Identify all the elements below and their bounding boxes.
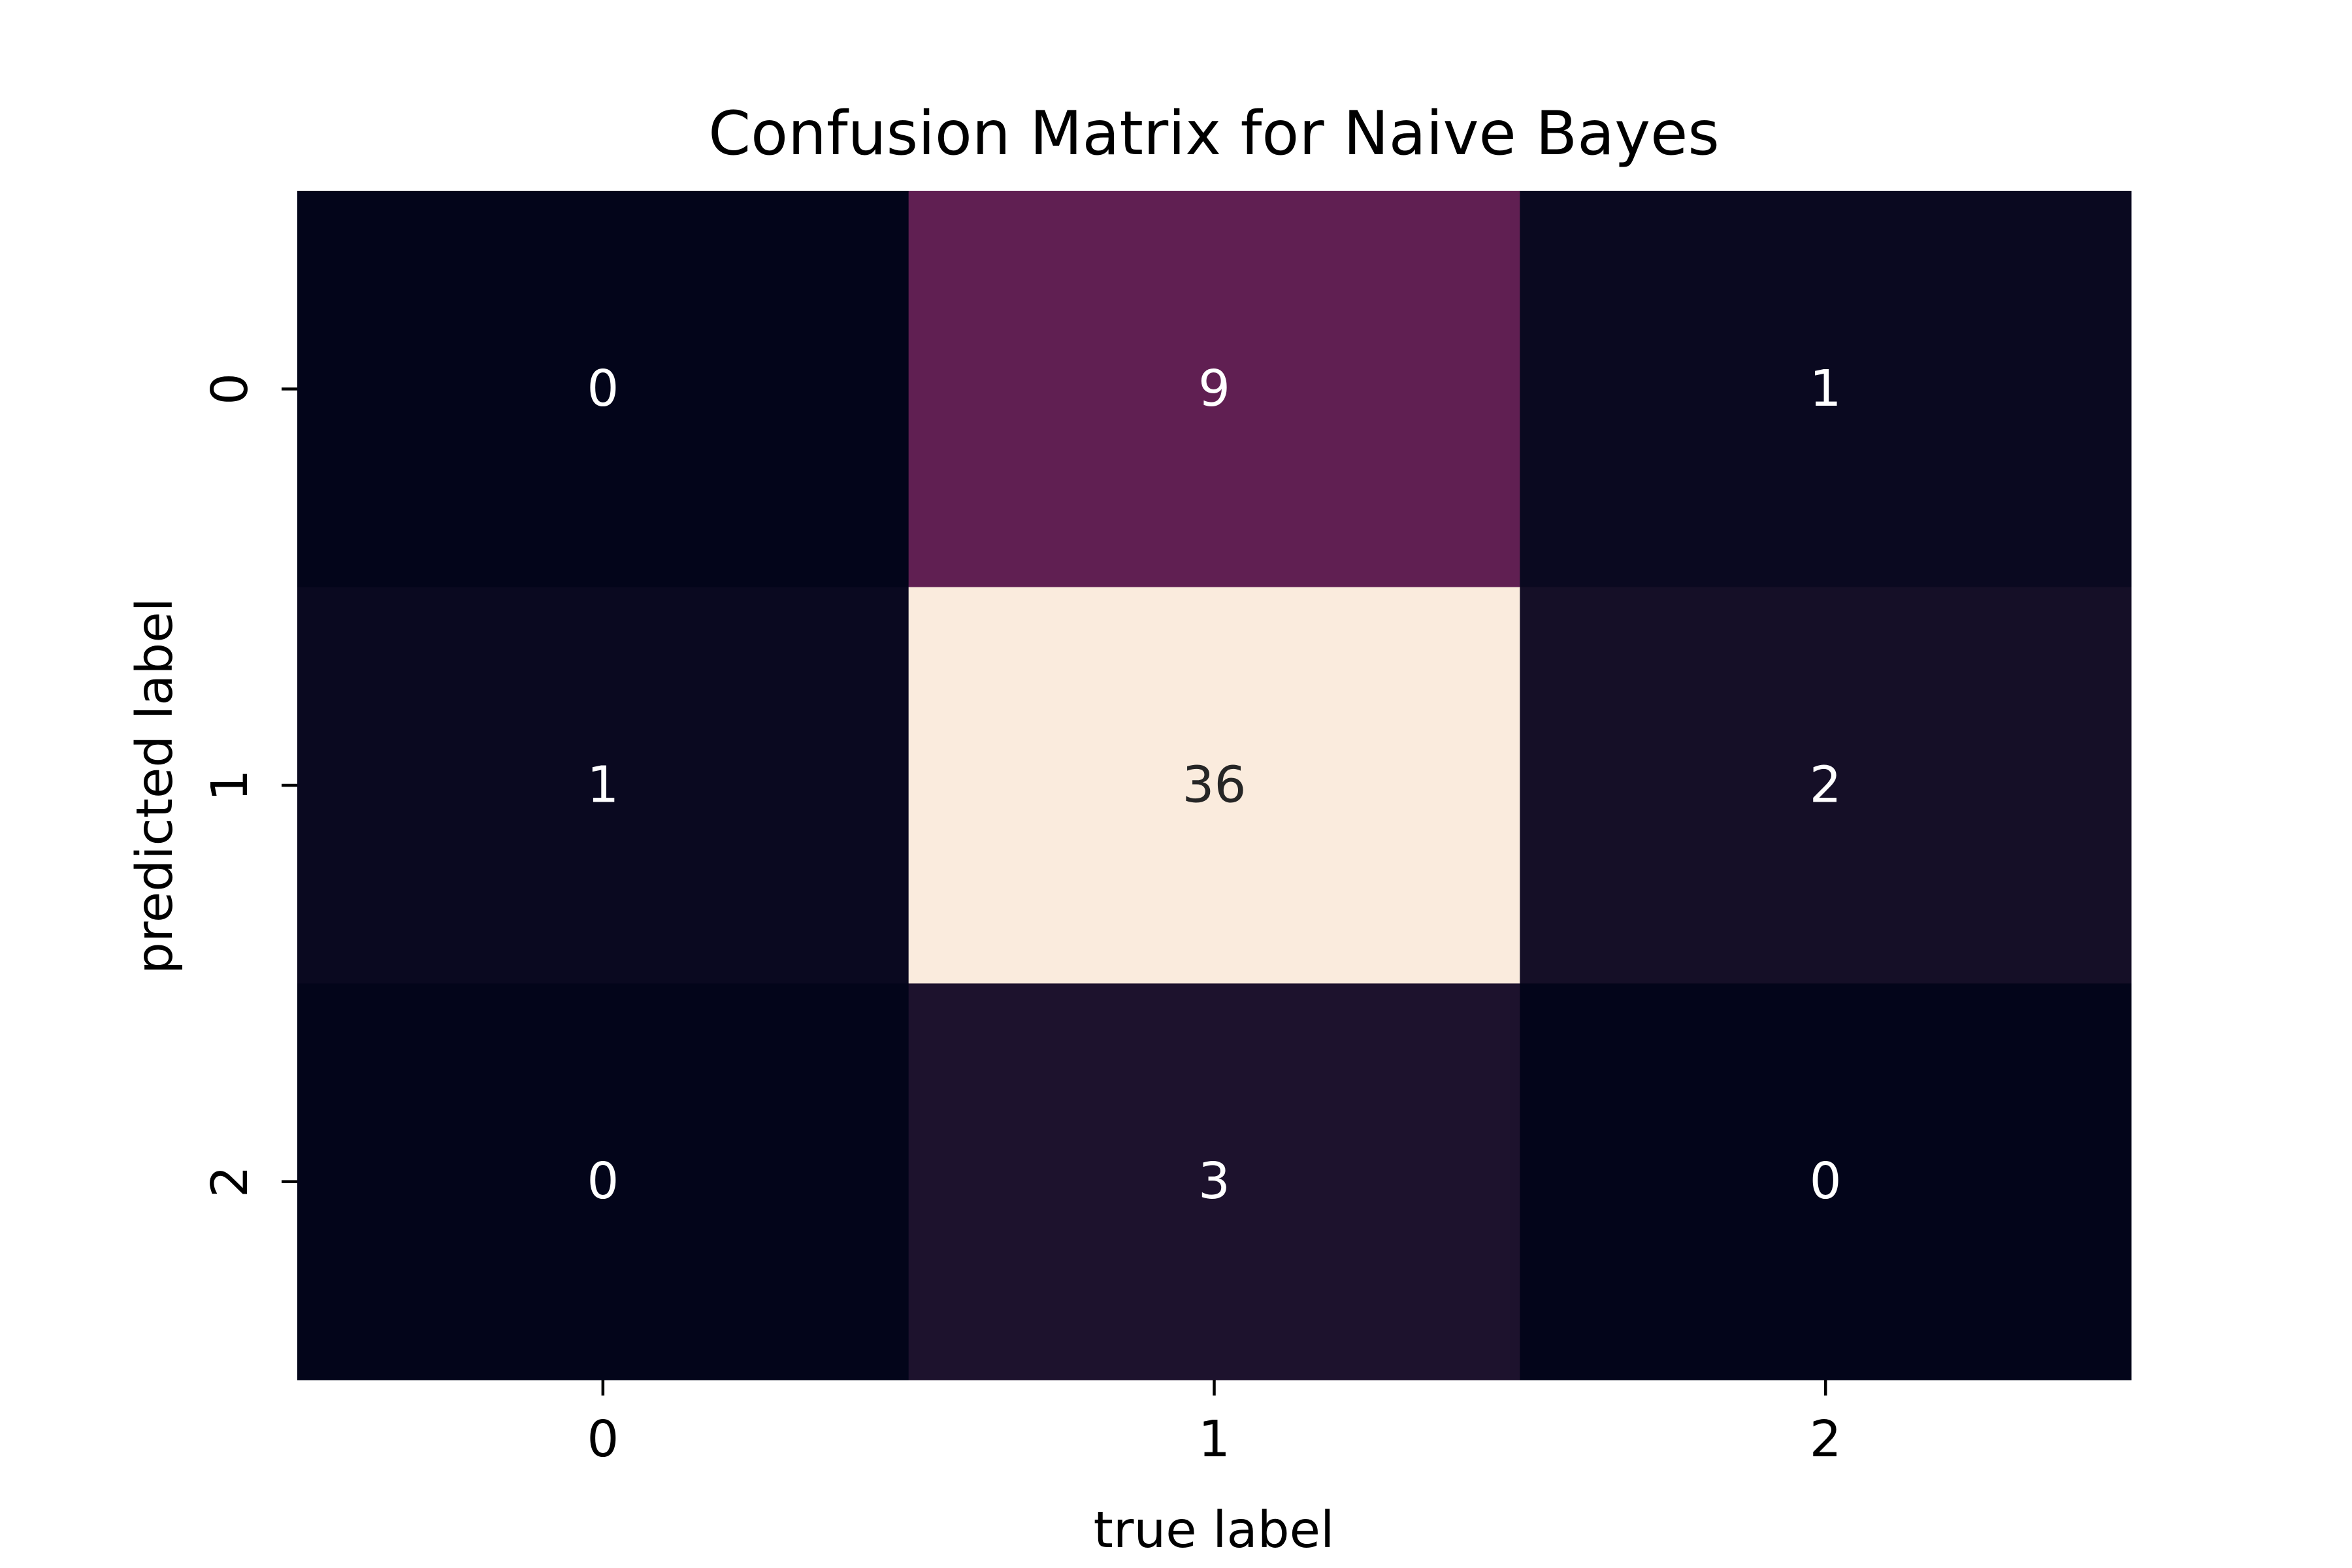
x-tick-label-0: 0 [587,1411,619,1469]
y-tick-label-1: 1 [201,770,259,802]
x-tick-label-2: 2 [1810,1411,1842,1469]
y-tick-label-0: 0 [201,373,259,405]
heatmap-cells [297,191,2132,1380]
cell-value-r2-c2: 0 [1810,1152,1842,1211]
heatmap-cell-r1-c2 [1520,587,2132,984]
heatmap-cell-r2-c1 [908,983,1520,1380]
heatmap-cell-r2-c2 [1520,983,2132,1380]
cell-value-r2-c1: 3 [1198,1152,1230,1211]
x-axis-label: true label [1094,1501,1335,1560]
x-axis-ticks: 0 1 2 [587,1380,1842,1469]
cell-value-r0-c1: 9 [1198,360,1230,418]
heatmap-cell-r1-c0 [297,587,909,984]
cell-value-r1-c1: 36 [1183,757,1247,815]
chart-title: Confusion Matrix for Naive Bayes [708,98,1720,169]
heatmap-cell-r1-c1 [908,587,1520,984]
heatmap-cell-r2-c0 [297,983,909,1380]
cell-value-r2-c0: 0 [587,1152,619,1211]
x-tick-label-1: 1 [1198,1411,1230,1469]
y-axis-ticks: 0 1 2 [201,373,297,1198]
cell-value-r1-c0: 1 [587,757,619,815]
heatmap-cell-labels: 0 9 1 1 36 2 0 3 0 [587,360,1841,1211]
cell-value-r0-c2: 1 [1810,360,1842,418]
cell-value-r1-c2: 2 [1810,757,1842,815]
y-tick-label-2: 2 [201,1166,259,1198]
cell-value-r0-c0: 0 [587,360,619,418]
heatmap-cell-r0-c0 [297,191,909,588]
y-axis-label: predicted label [126,598,184,974]
heatmap-cell-r0-c2 [1520,191,2132,588]
heatmap-cell-r0-c1 [908,191,1520,588]
